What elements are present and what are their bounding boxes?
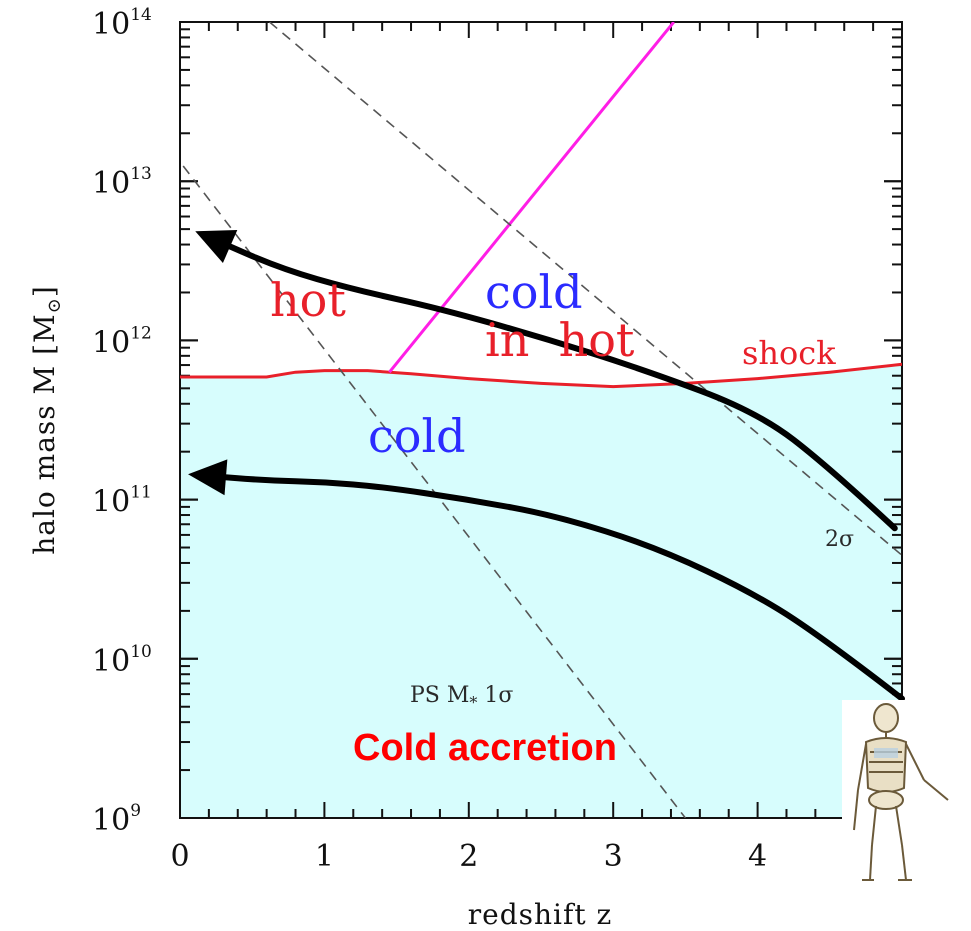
series-group	[180, 22, 902, 818]
y-axis-title: halo mass M [M⊙]	[28, 285, 65, 555]
y-tick-label: 1011	[92, 483, 152, 520]
x-tick-label: 4	[748, 839, 767, 874]
axis-ticks	[179, 21, 903, 819]
x-axis-title: redshift z	[468, 898, 613, 931]
series-line-1	[388, 22, 675, 374]
series-line-0	[180, 362, 902, 389]
y-tick-labels: 109 1010 1011 1012 1013 1014	[92, 5, 152, 838]
ps-mstar-label: PS M* 1σ	[410, 683, 513, 712]
skeleton-figure	[842, 700, 968, 890]
hot-label: hot	[270, 273, 346, 327]
x-tick-label: 1	[315, 839, 334, 874]
arrow-curve-1	[202, 472, 905, 702]
y-tick-label: 1013	[92, 164, 152, 201]
y-tick-label: 109	[92, 801, 141, 838]
two-sigma-label: 2σ	[825, 527, 854, 552]
x-tick-labels: 0 1 2 3 4	[170, 839, 767, 874]
arrows-group	[188, 230, 905, 702]
x-tick-label: 3	[604, 839, 623, 874]
shock-label: shock	[742, 334, 836, 372]
y-tick-label: 1012	[92, 323, 152, 360]
x-tick-label: 2	[459, 839, 478, 874]
series-line-2	[180, 160, 687, 818]
y-tick-label: 1010	[92, 642, 152, 679]
arrow-head-1	[188, 459, 228, 496]
x-tick-label: 0	[170, 839, 189, 874]
y-tick-label: 1014	[92, 5, 152, 42]
arrow-head-0	[195, 230, 238, 264]
in-hot-label: in hot	[485, 313, 635, 367]
cold-lower-label: cold	[368, 409, 466, 463]
arrow-curve-0	[208, 235, 898, 532]
series-line-3	[268, 22, 902, 556]
cold-accretion-caption: Cold accretion	[353, 727, 617, 769]
cold-upper-label: cold	[485, 265, 583, 319]
plot-frame	[179, 21, 903, 819]
cold-region-fill	[180, 364, 902, 818]
